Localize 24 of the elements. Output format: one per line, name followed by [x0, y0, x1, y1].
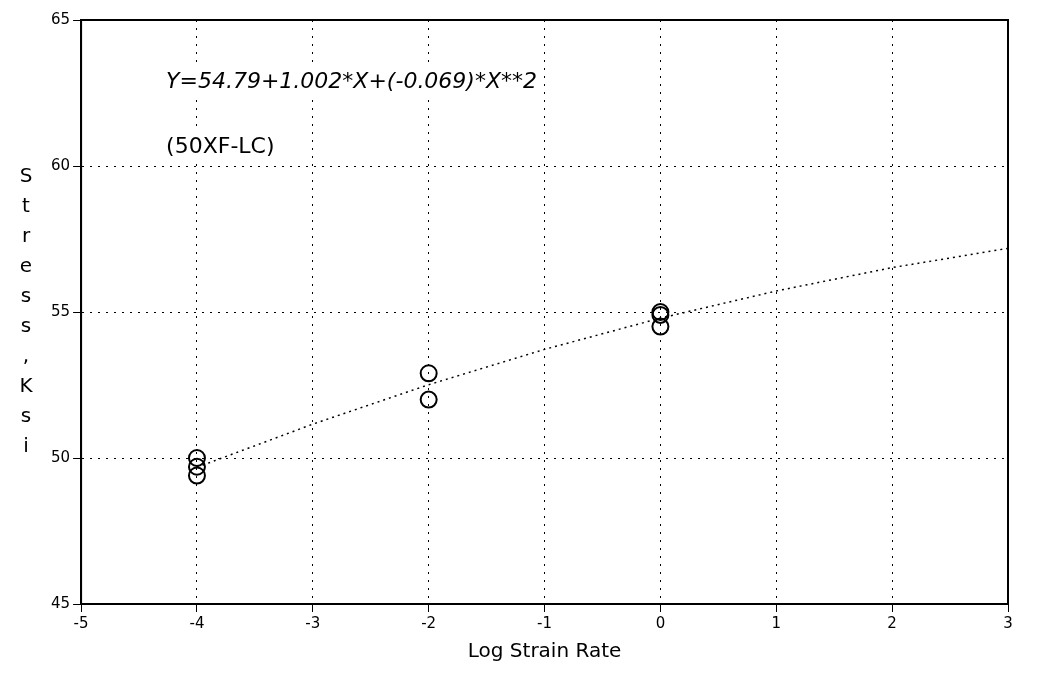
- y-tick-label: 45: [50, 593, 71, 612]
- y-tick-label: 55: [50, 301, 71, 320]
- x-tick-label: -5: [73, 613, 89, 632]
- x-tick-label: 3: [1003, 613, 1013, 632]
- y-tick-label: 60: [50, 155, 71, 174]
- x-tick-label: 0: [655, 613, 666, 632]
- point: [419, 390, 438, 409]
- x-tick-label: 2: [887, 613, 897, 632]
- x-tick-label: -2: [421, 613, 437, 632]
- point: [187, 457, 206, 476]
- point: [187, 466, 206, 485]
- point: [651, 317, 670, 336]
- x-tick-label: -3: [305, 613, 321, 632]
- y-tick-label: 50: [50, 447, 71, 466]
- point: [187, 449, 206, 467]
- x-tick-label: -1: [537, 613, 553, 632]
- text: Stress, Ksi: [19, 163, 33, 458]
- x-tick-label: 1: [771, 613, 782, 632]
- y-tick-label: 65: [50, 9, 71, 28]
- point: [419, 364, 438, 383]
- x-tick-label: -4: [189, 613, 205, 632]
- x-axis-title: Log Strain Rate: [467, 638, 622, 663]
- annotation: Y=54.79+1.002*X+(-0.069)*X**2: [166, 67, 538, 93]
- annotation: (50XF-LC): [166, 132, 275, 158]
